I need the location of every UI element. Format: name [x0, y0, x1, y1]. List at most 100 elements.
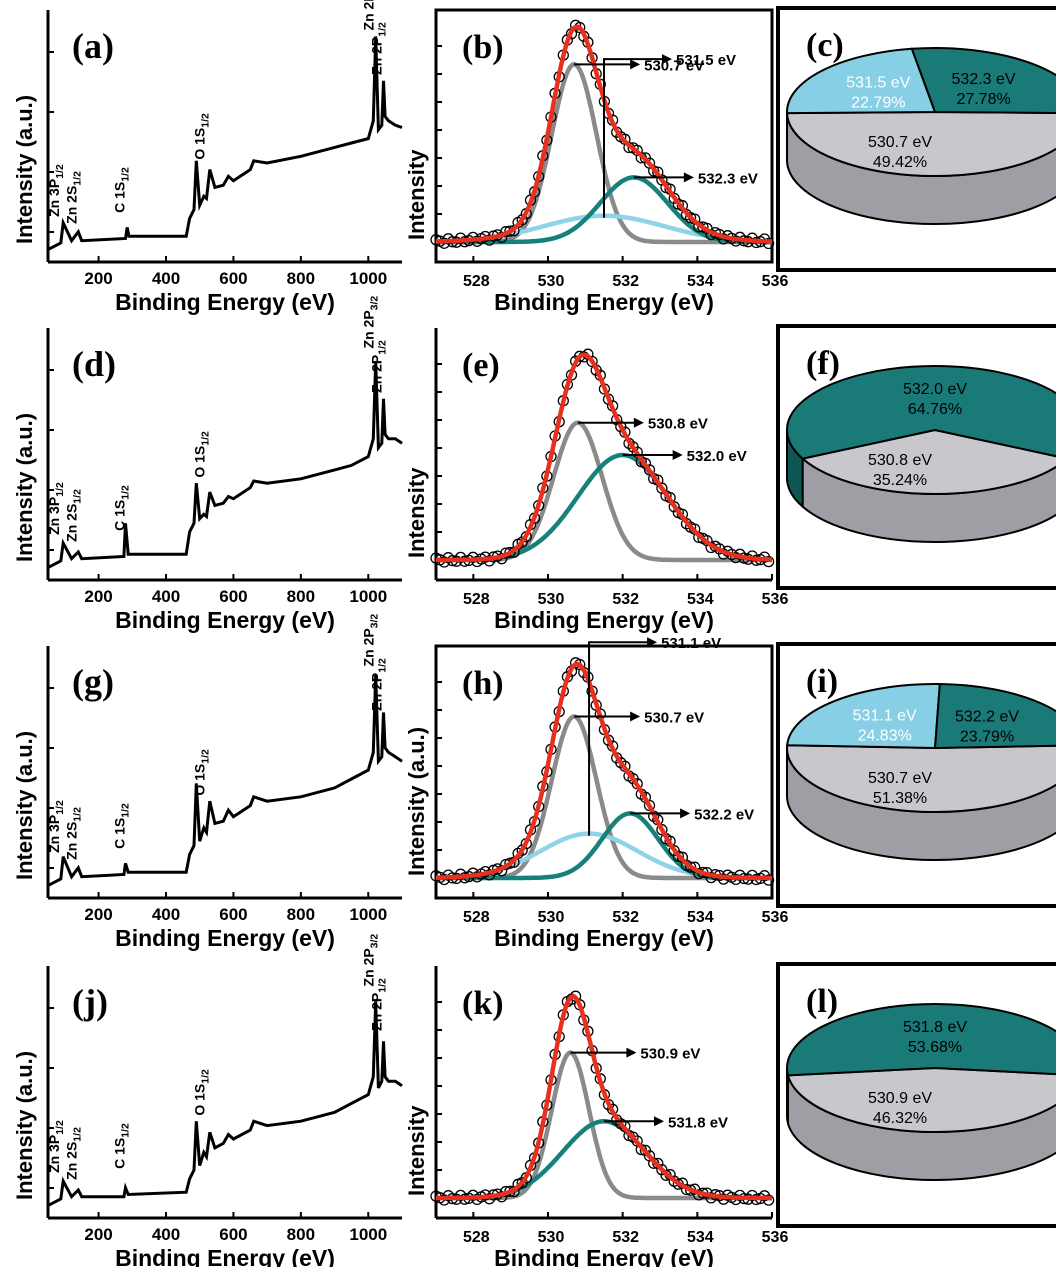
arrow-head	[654, 1116, 664, 1127]
peak-label: C 1S1/2	[112, 485, 132, 531]
label-main: C 1S	[112, 500, 128, 531]
x-axis-label: Binding Energy (eV)	[494, 289, 714, 315]
x-tick-label: 200	[84, 1225, 112, 1244]
detail-panel-e: 528 530 532 534 536 Binding Energy (eV) Intens…	[404, 328, 788, 633]
label-main: Zn 2P	[368, 355, 384, 393]
pie-slice-teal	[786, 1002, 1056, 1077]
survey-panel-a: 200 400 600 800 1000 Binding Energy (eV) Inten…	[12, 0, 403, 315]
x-tick-label: 528	[463, 591, 490, 608]
label-sub: 1/2	[376, 340, 388, 355]
x-tick-label: 1000	[349, 1225, 387, 1244]
label-sub: 1/2	[199, 431, 211, 446]
label-sub: 1/2	[199, 113, 211, 128]
label-sub: 1/2	[54, 800, 66, 815]
label-main: Zn 3P	[46, 1135, 62, 1173]
pie-slice-gray	[786, 744, 1056, 814]
pie-slice-percent: 23.79%	[960, 728, 1014, 745]
x-tick-label: 1000	[349, 587, 387, 606]
pie-slice-label: 532.0 eV	[903, 381, 967, 398]
label-sub: 1/2	[71, 807, 83, 822]
peak-label: Zn 2P1/2	[368, 978, 388, 1031]
data-point	[672, 850, 684, 862]
label-main: O 1S	[191, 128, 207, 160]
peak-label: Zn 2S1/2	[63, 171, 83, 224]
survey-panel-j: 200 400 600 800 1000 Binding Energy (eV) Inten…	[12, 934, 403, 1267]
pie-slice-label: 532.2 eV	[955, 708, 1019, 725]
survey-spectrum	[47, 36, 403, 251]
survey-spectrum	[47, 361, 403, 569]
peak-annotation: 532.2 eV	[694, 806, 754, 823]
arrow-head	[662, 54, 672, 65]
pie-slice-percent: 51.38%	[873, 790, 927, 807]
x-axis-label: Binding Energy (eV)	[115, 607, 335, 633]
pie-slice-teal	[933, 683, 1056, 750]
data-point	[656, 824, 668, 836]
arrow-head	[683, 172, 694, 183]
x-tick-label: 800	[287, 1225, 315, 1244]
label-main: Zn 3P	[46, 815, 62, 853]
peak-label: Zn 3P1/2	[46, 164, 66, 217]
x-tick-label: 800	[287, 269, 315, 288]
peak-label: Zn 2S1/2	[63, 1127, 83, 1180]
label-main: Zn 3P	[46, 179, 62, 217]
pie-slice-percent: 49.42%	[873, 154, 927, 171]
x-tick-label: 532	[612, 909, 639, 926]
peak-annotation: 530.8 eV	[648, 416, 708, 433]
peak-label: Zn 2S1/2	[63, 489, 83, 542]
peak-label: Zn 3P1/2	[46, 800, 66, 853]
component-teal-curve	[436, 1119, 772, 1201]
x-tick-label: 532	[612, 591, 639, 608]
pie-panel-c: (c) 530.7 eV 49.42% 531.5 eV 22.79% 532.3 eV 2…	[776, 6, 1056, 272]
survey-spectrum	[47, 674, 403, 887]
label-sub: 1/2	[199, 1069, 211, 1084]
detail-panel-k: 528 530 532 534 536 Binding Energy (eV) Intens…	[404, 966, 788, 1267]
arrow-head	[626, 1047, 637, 1058]
x-tick-label: 1000	[349, 905, 387, 924]
x-tick-label: 600	[219, 587, 247, 606]
x-tick-label: 536	[762, 909, 789, 926]
peak-label: Zn 2P3/2	[361, 614, 381, 667]
peak-label: O 1S1/2	[191, 431, 211, 478]
data-point	[684, 861, 697, 873]
pie-slice-gray	[786, 1066, 1056, 1133]
panel-label: (g)	[72, 662, 114, 702]
peak-annotation: 530.7 eV	[644, 709, 704, 726]
peak-label: Zn 2P3/2	[361, 0, 381, 30]
x-tick-label: 534	[687, 909, 714, 926]
data-point	[627, 1131, 639, 1143]
x-tick-label: 528	[463, 1229, 490, 1246]
peak-label: O 1S1/2	[191, 113, 211, 160]
x-axis-label: Binding Energy (eV)	[494, 1245, 714, 1267]
label-main: Zn 2P	[368, 37, 384, 75]
annotation-leader	[603, 58, 664, 218]
x-tick-label: 528	[463, 273, 490, 290]
label-sub: 1/2	[54, 1120, 66, 1135]
panel-label: (i)	[806, 663, 838, 700]
x-tick-label: 536	[762, 1229, 789, 1246]
x-tick-label: 600	[219, 269, 247, 288]
plot-frame	[434, 644, 774, 900]
peak-label: O 1S1/2	[191, 749, 211, 796]
label-main: Zn 2P	[361, 310, 377, 348]
label-sub: 1/2	[376, 658, 388, 673]
x-tick-label: 600	[219, 905, 247, 924]
panel-label: (a)	[72, 26, 114, 66]
label-main: Zn 2S	[63, 1142, 79, 1180]
pie-slice-teal	[786, 364, 1056, 460]
x-tick-label: 800	[287, 905, 315, 924]
peak-label: C 1S1/2	[112, 167, 132, 213]
pie-panel-i: (i) 530.7 eV 51.38% 531.1 eV 24.83% 532.2 eV 2…	[776, 642, 1056, 908]
panel-label: (h)	[462, 665, 504, 702]
label-sub: 1/2	[120, 485, 132, 500]
peak-label: Zn 3P1/2	[46, 1120, 66, 1173]
x-tick-label: 534	[687, 273, 714, 290]
peak-annotation: 531.1 eV	[661, 635, 721, 652]
arrow-head	[680, 808, 691, 819]
panel-label: (e)	[462, 347, 500, 384]
label-sub: 1/2	[71, 489, 83, 504]
peak-label: Zn 2P1/2	[368, 340, 388, 393]
fit-curve	[436, 661, 772, 881]
pie-slice-label: 531.5 eV	[846, 74, 910, 91]
label-main: Zn 2S	[63, 186, 79, 224]
